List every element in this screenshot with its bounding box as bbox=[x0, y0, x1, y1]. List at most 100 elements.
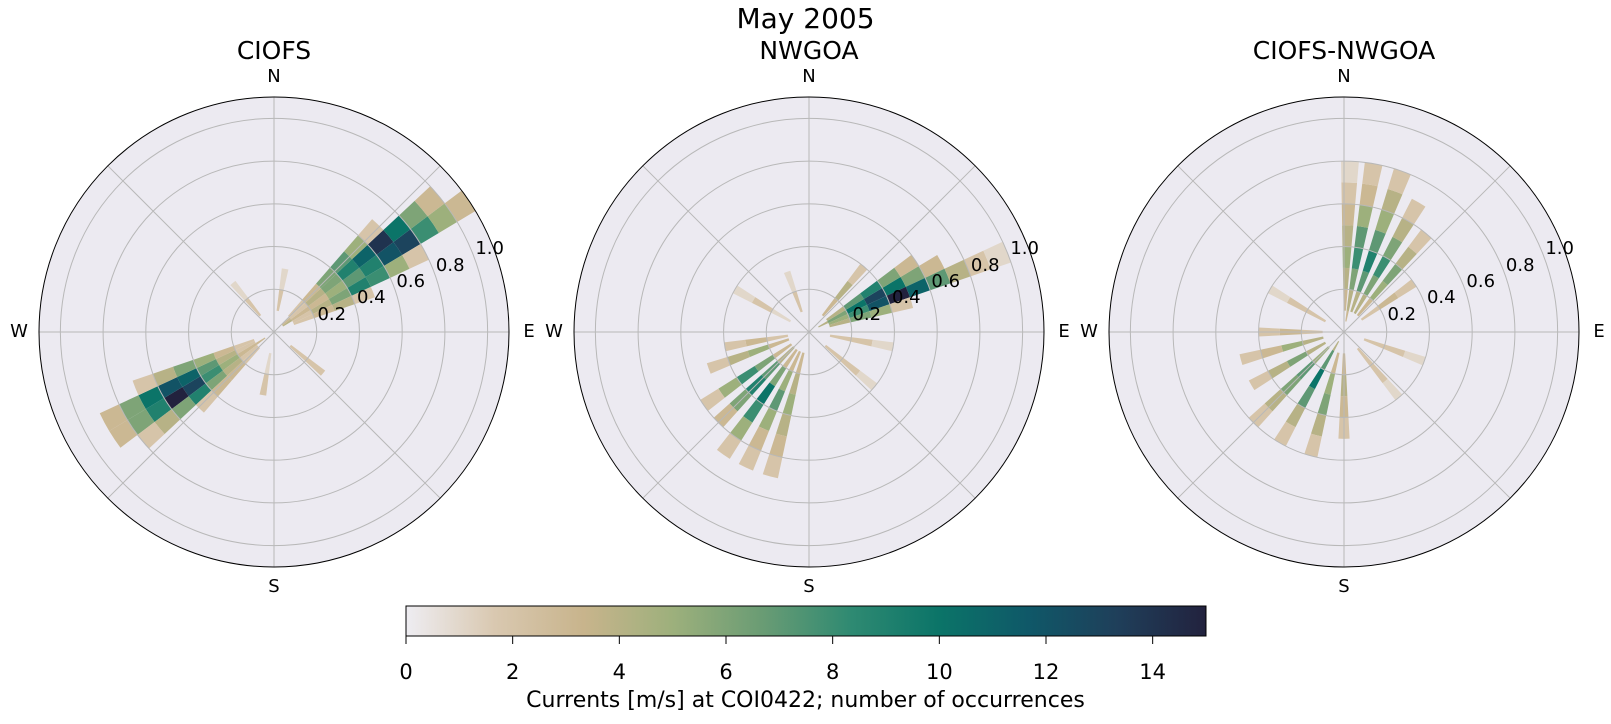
rose-bar bbox=[289, 302, 309, 320]
rose-bar bbox=[743, 399, 764, 423]
rose-bar bbox=[1350, 291, 1361, 313]
compass-label-s: S bbox=[268, 576, 280, 597]
rose-bar bbox=[1383, 344, 1406, 358]
rose-bar bbox=[847, 304, 870, 319]
rose-bar bbox=[1260, 345, 1284, 359]
rose-bar bbox=[316, 267, 337, 289]
compass-label-e: E bbox=[1593, 321, 1605, 342]
rose-bar bbox=[222, 357, 243, 376]
compass-label-w: W bbox=[10, 321, 28, 342]
rose-bar bbox=[827, 309, 848, 323]
rose-bar bbox=[983, 241, 1011, 270]
rose-bar bbox=[119, 395, 146, 421]
panel-title-diff: CIOFS-NWGOA bbox=[1252, 36, 1436, 65]
rose-bar bbox=[145, 398, 172, 422]
rose-bar bbox=[255, 337, 266, 345]
rose-bar bbox=[244, 297, 262, 317]
rose-bar bbox=[393, 229, 421, 255]
rose-bar bbox=[1373, 255, 1391, 279]
compass-label-w: W bbox=[1080, 321, 1098, 342]
rose-bar bbox=[877, 267, 901, 288]
rose-bar bbox=[305, 288, 326, 307]
rose-bar bbox=[860, 280, 883, 299]
rose-bar bbox=[867, 295, 890, 312]
rose-bar bbox=[1341, 161, 1359, 184]
rose-bar bbox=[1302, 336, 1324, 346]
rose-bar bbox=[1310, 413, 1327, 437]
rose-bar bbox=[308, 293, 329, 310]
radial-tick-label: 0.4 bbox=[356, 287, 386, 309]
rose-bar bbox=[1356, 270, 1370, 293]
colorbar-tick-label: 4 bbox=[612, 660, 627, 684]
polar-frame bbox=[1108, 96, 1580, 568]
colorbar-tick-label: 6 bbox=[719, 660, 733, 684]
rose-bar bbox=[138, 386, 165, 410]
rose-bar bbox=[410, 216, 439, 244]
rose-bar bbox=[1267, 361, 1291, 379]
rose-bar bbox=[889, 297, 914, 313]
rose-bar bbox=[365, 265, 391, 287]
rose-bar bbox=[1368, 229, 1386, 254]
rose-bar bbox=[1382, 263, 1403, 286]
grid-spoke bbox=[642, 165, 810, 333]
colorbar-tick-label: 12 bbox=[1032, 660, 1060, 684]
rose-bar bbox=[219, 354, 240, 371]
rose-bar bbox=[1402, 198, 1426, 225]
rose-bar bbox=[1305, 308, 1327, 323]
rose-bar bbox=[164, 387, 189, 410]
rose-bar bbox=[1359, 183, 1378, 208]
polar-panel-1 bbox=[573, 96, 1045, 568]
rose-bar bbox=[200, 365, 223, 384]
rose-bar bbox=[173, 359, 197, 378]
colorbar-tick-label: 0 bbox=[399, 660, 413, 684]
grid-spoke bbox=[1177, 331, 1345, 499]
rose-bar bbox=[1381, 188, 1403, 215]
rose-bar bbox=[1360, 305, 1381, 321]
rose-bar bbox=[336, 259, 360, 281]
rose-bar bbox=[344, 235, 368, 260]
rose-bar bbox=[1286, 297, 1309, 313]
compass-label-n: N bbox=[1337, 66, 1351, 87]
rose-bar bbox=[706, 356, 731, 374]
rose-bar bbox=[211, 375, 232, 397]
rose-bar bbox=[1345, 310, 1349, 322]
rose-bar bbox=[1297, 385, 1315, 409]
rose-bar bbox=[1395, 246, 1417, 270]
radial-tick-label: 0.8 bbox=[1505, 254, 1535, 276]
rose-bar bbox=[738, 445, 761, 471]
rose-bar bbox=[1362, 250, 1378, 274]
rose-bar bbox=[754, 354, 776, 372]
rose-bar bbox=[99, 404, 128, 432]
rose-bar bbox=[259, 373, 269, 396]
rose-bar bbox=[963, 250, 991, 277]
rose-bar bbox=[1346, 289, 1354, 312]
rose-bar bbox=[863, 287, 887, 305]
rose-bar bbox=[1375, 209, 1395, 234]
rose-bar bbox=[414, 186, 445, 217]
polar-panel-0 bbox=[38, 96, 510, 568]
colorbar-tick-label: 8 bbox=[825, 660, 840, 684]
rose-bar bbox=[352, 244, 377, 268]
rose-bar bbox=[1332, 340, 1340, 352]
rose-bar bbox=[762, 453, 783, 479]
compass-label-n: N bbox=[267, 66, 281, 87]
rose-bar bbox=[1402, 350, 1426, 366]
rose-bar bbox=[869, 304, 893, 318]
rose-bar bbox=[782, 392, 796, 416]
radial-tick-label: 0.8 bbox=[435, 254, 465, 276]
grid-spoke bbox=[808, 331, 976, 499]
rose-bar bbox=[291, 306, 311, 321]
rose-bar bbox=[1382, 236, 1403, 261]
rose-bar bbox=[716, 433, 742, 459]
rose-bar bbox=[1305, 341, 1327, 356]
rose-bar bbox=[325, 280, 348, 299]
rose-bar bbox=[850, 337, 873, 347]
rose-bar bbox=[398, 200, 428, 230]
grid-spoke bbox=[273, 331, 441, 499]
rose-bar bbox=[1353, 293, 1368, 315]
rose-bar bbox=[758, 407, 777, 432]
rose-bar bbox=[886, 286, 910, 305]
rose-bar bbox=[215, 350, 238, 366]
rose-bar bbox=[1281, 340, 1304, 352]
rose-bar bbox=[132, 373, 158, 396]
